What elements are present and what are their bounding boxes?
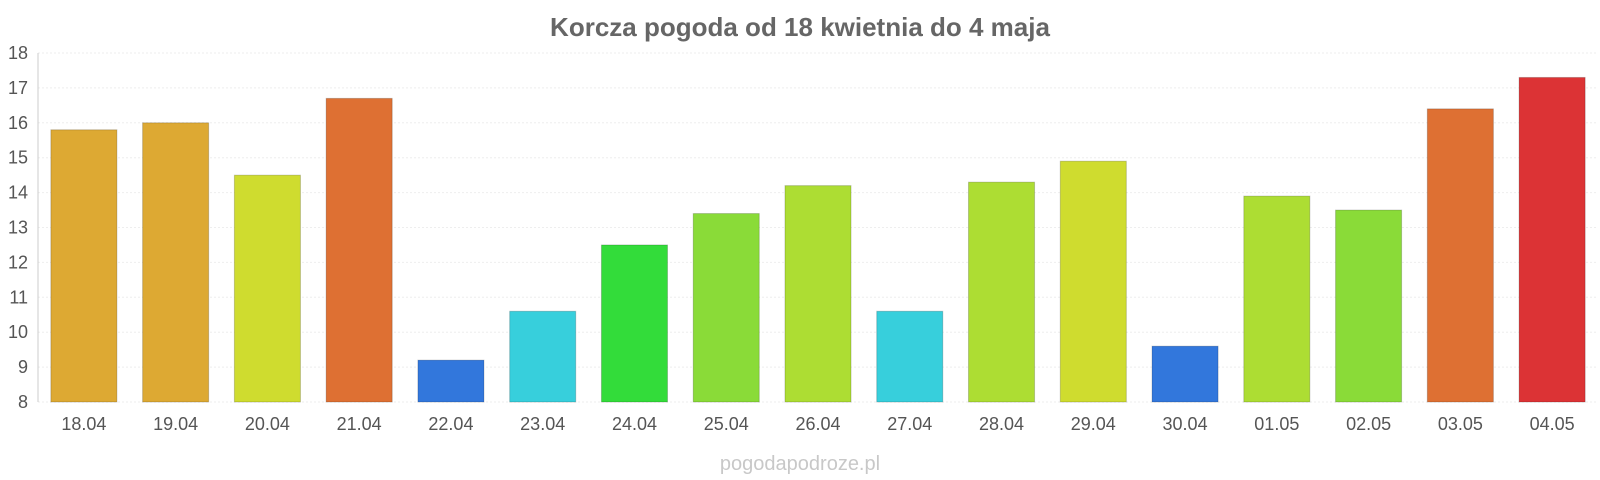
bar [1426,108,1494,403]
bar [600,244,669,403]
x-tick-label: 22.04 [428,414,473,434]
bar [1518,76,1586,403]
bar [1151,345,1219,403]
x-tick-label: 18.04 [61,414,106,434]
x-tick-label: 23.04 [520,414,565,434]
bar [325,97,393,403]
x-tick-label: 26.04 [795,414,840,434]
y-tick-label: 13 [8,218,28,238]
x-tick-label: 27.04 [887,414,932,434]
bar [1243,195,1311,403]
y-tick-labels: 8 9 10 11 12 13 14 15 16 17 18 [8,43,28,412]
bar [50,129,118,403]
x-tick-label: 21.04 [337,414,382,434]
y-tick-label: 11 [9,287,28,307]
y-tick-label: 16 [8,113,28,133]
x-tick-label: 03.05 [1438,414,1483,434]
y-tick-label: 9 [18,357,28,377]
bar [876,310,944,403]
x-tick-label: 01.05 [1254,414,1299,434]
chart-title: Korcza pogoda od 18 kwietnia do 4 maja [550,12,1050,42]
x-tick-labels: 18.04 19.04 20.04 21.04 22.04 23.04 24.04 25.04… [61,414,1574,434]
y-tick-label: 15 [8,148,28,168]
x-tick-label: 24.04 [612,414,657,434]
y-tick-label: 12 [8,252,28,272]
y-tick-label: 18 [8,43,28,63]
x-tick-label: 28.04 [979,414,1024,434]
y-tick-label: 8 [18,392,28,412]
x-tick-label: 20.04 [245,414,290,434]
y-tick-label: 10 [8,322,28,342]
x-tick-label: 19.04 [153,414,198,434]
watermark: pogodapodroze.pl [720,453,880,475]
bar [417,359,485,403]
x-tick-label: 04.05 [1530,414,1575,434]
x-tick-label: 02.05 [1346,414,1391,434]
x-tick-label: 30.04 [1163,414,1208,434]
bar [233,174,301,403]
bar [1335,209,1403,403]
y-tick-label: 14 [8,183,28,203]
bar [692,213,760,403]
bar [142,122,210,403]
x-tick-label: 29.04 [1071,414,1116,434]
bar [784,185,852,403]
bars [50,76,1586,403]
x-tick-label: 25.04 [704,414,749,434]
bar [967,181,1036,403]
bar [1059,160,1127,403]
y-tick-label: 17 [8,78,28,98]
bar [509,310,577,403]
